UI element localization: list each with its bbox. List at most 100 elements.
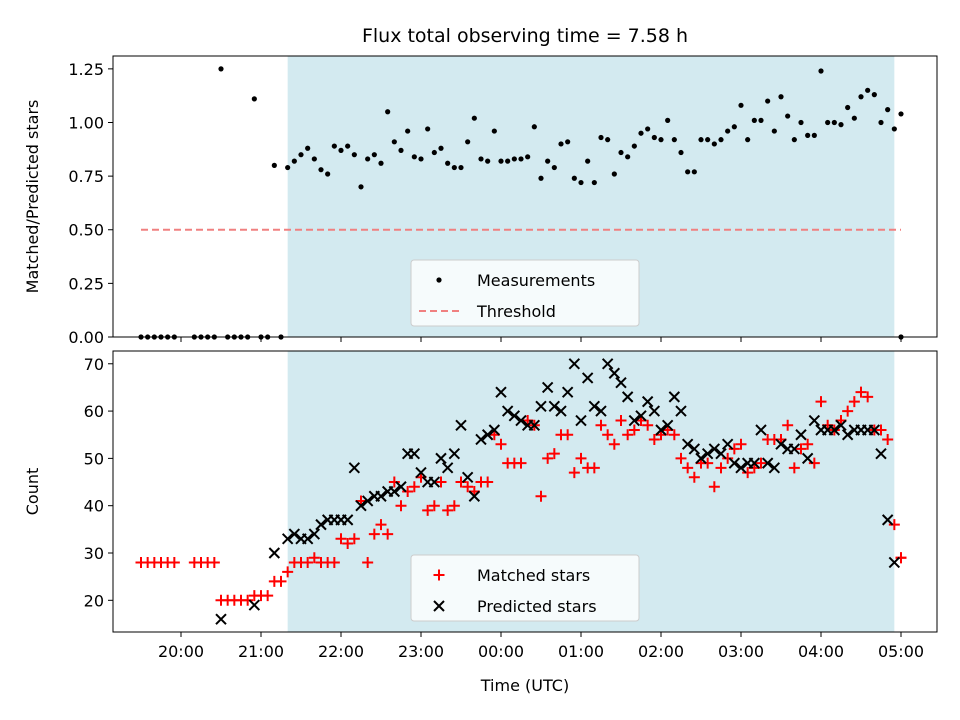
measurement-point xyxy=(791,137,797,143)
x-tick-label: 02:00 xyxy=(638,642,684,661)
measurement-point xyxy=(305,145,311,151)
matched-stars-marker xyxy=(888,519,900,531)
matched-stars-marker xyxy=(895,552,907,564)
matched-stars-marker xyxy=(795,443,807,455)
measurement-point xyxy=(371,152,377,158)
measurement-point xyxy=(485,158,491,164)
predicted-stars-marker xyxy=(701,447,714,460)
measurement-point xyxy=(318,167,324,173)
predicted-stars-marker xyxy=(341,514,354,526)
matched-stars-marker xyxy=(642,419,654,431)
measurement-point xyxy=(385,109,391,115)
measurement-point xyxy=(658,137,664,143)
matched-stars-marker xyxy=(542,452,554,464)
predicted-stars-marker xyxy=(488,424,501,436)
predicted-stars-marker xyxy=(615,376,627,389)
measurement-point xyxy=(765,98,771,104)
axes-frame xyxy=(112,55,938,338)
matched-stars-marker xyxy=(362,556,374,568)
predicted-stars-marker xyxy=(828,424,841,436)
matched-stars-marker xyxy=(755,457,767,469)
measurement-point xyxy=(665,117,671,123)
y-tick-label: 40 xyxy=(84,497,104,516)
measurement-point xyxy=(398,147,404,153)
matched-stars-marker xyxy=(448,500,460,512)
predicted-stars-marker xyxy=(508,410,521,422)
predicted-stars-marker xyxy=(415,466,427,479)
predicted-stars-marker xyxy=(495,386,507,398)
predicted-stars-marker xyxy=(588,400,601,413)
predicted-stars-marker xyxy=(648,405,661,417)
matched-stars-marker xyxy=(535,490,547,502)
measurement-point xyxy=(731,124,737,130)
matched-stars-marker xyxy=(715,462,727,474)
measurement-point xyxy=(545,158,551,164)
y-tick-label: 60 xyxy=(84,402,104,421)
matched-stars-marker xyxy=(615,415,627,427)
measurement-point xyxy=(218,66,224,72)
x-tick-label: 04:00 xyxy=(798,642,844,661)
matched-stars-marker xyxy=(402,486,414,497)
x-tick-label: 05:00 xyxy=(878,642,924,661)
matched-stars-marker xyxy=(242,594,254,606)
predicted-stars-marker xyxy=(755,424,767,436)
measurement-point xyxy=(838,122,844,128)
predicted-stars-marker xyxy=(775,438,787,450)
predicted-stars-marker xyxy=(595,405,607,417)
predicted-stars-marker xyxy=(461,471,474,484)
matched-stars-marker xyxy=(562,429,574,441)
measurement-point xyxy=(358,184,364,190)
measurement-point xyxy=(845,104,851,111)
matched-stars-marker xyxy=(282,566,294,578)
measurement-point xyxy=(758,117,764,123)
x-axis-label: Time (UTC) xyxy=(480,676,569,695)
matched-stars-marker xyxy=(462,481,474,493)
predicted-stars-marker xyxy=(281,533,294,545)
matched-stars-marker xyxy=(495,438,507,450)
matched-stars-marker xyxy=(602,429,614,441)
matched-stars-marker xyxy=(168,556,180,568)
x-tick-label: 01:00 xyxy=(558,642,604,661)
legend-label: Predicted stars xyxy=(477,597,597,616)
measurement-point xyxy=(505,158,511,164)
measurement-point xyxy=(518,156,524,162)
matched-stars-marker xyxy=(628,424,640,436)
matched-stars-marker xyxy=(728,443,740,455)
measurement-point xyxy=(738,102,744,108)
predicted-stars-marker xyxy=(875,447,887,460)
x-tick-label: 22:00 xyxy=(318,642,364,661)
predicted-stars-marker xyxy=(215,613,227,625)
predicted-stars-marker xyxy=(795,429,807,441)
predicted-stars-marker xyxy=(788,443,801,455)
predicted-stars-marker xyxy=(568,358,581,370)
predicted-stars-marker xyxy=(315,518,327,531)
measurement-point xyxy=(718,137,724,143)
measurement-point xyxy=(418,156,424,162)
matched-stars-marker xyxy=(742,467,754,479)
predicted-stars-marker xyxy=(548,400,561,413)
predicted-stars-marker xyxy=(695,452,707,465)
predicted-stars-marker xyxy=(395,481,407,493)
matched-stars-marker xyxy=(848,396,860,408)
measurement-point xyxy=(405,128,411,134)
measurement-point xyxy=(698,137,704,143)
measurement-point xyxy=(551,164,557,171)
measurement-point xyxy=(631,143,637,149)
predicted-stars-marker xyxy=(715,447,727,460)
measurement-point xyxy=(311,156,317,162)
measurement-point xyxy=(558,141,564,147)
predicted-stars-marker xyxy=(441,462,454,474)
predicted-stars-marker xyxy=(868,424,881,436)
matched-stars-marker xyxy=(515,457,527,469)
measurement-point xyxy=(785,113,791,119)
matched-stars-marker xyxy=(342,538,354,550)
matched-stars-marker xyxy=(782,419,794,431)
matched-stars-marker xyxy=(388,476,400,488)
predicted-stars-marker xyxy=(288,528,301,540)
measurement-point xyxy=(865,87,871,93)
measurement-point xyxy=(611,171,617,177)
matched-stars-marker xyxy=(375,519,387,531)
predicted-stars-marker xyxy=(581,372,594,384)
predicted-stars-marker xyxy=(601,358,614,370)
matched-stars-marker xyxy=(308,552,320,564)
